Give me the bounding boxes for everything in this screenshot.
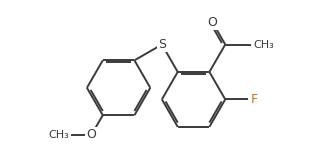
Text: CH₃: CH₃ [254,40,274,49]
Text: O: O [86,128,96,141]
Text: CH₃: CH₃ [49,130,70,140]
Text: O: O [207,16,217,29]
Text: S: S [158,38,166,51]
Text: F: F [251,93,258,106]
